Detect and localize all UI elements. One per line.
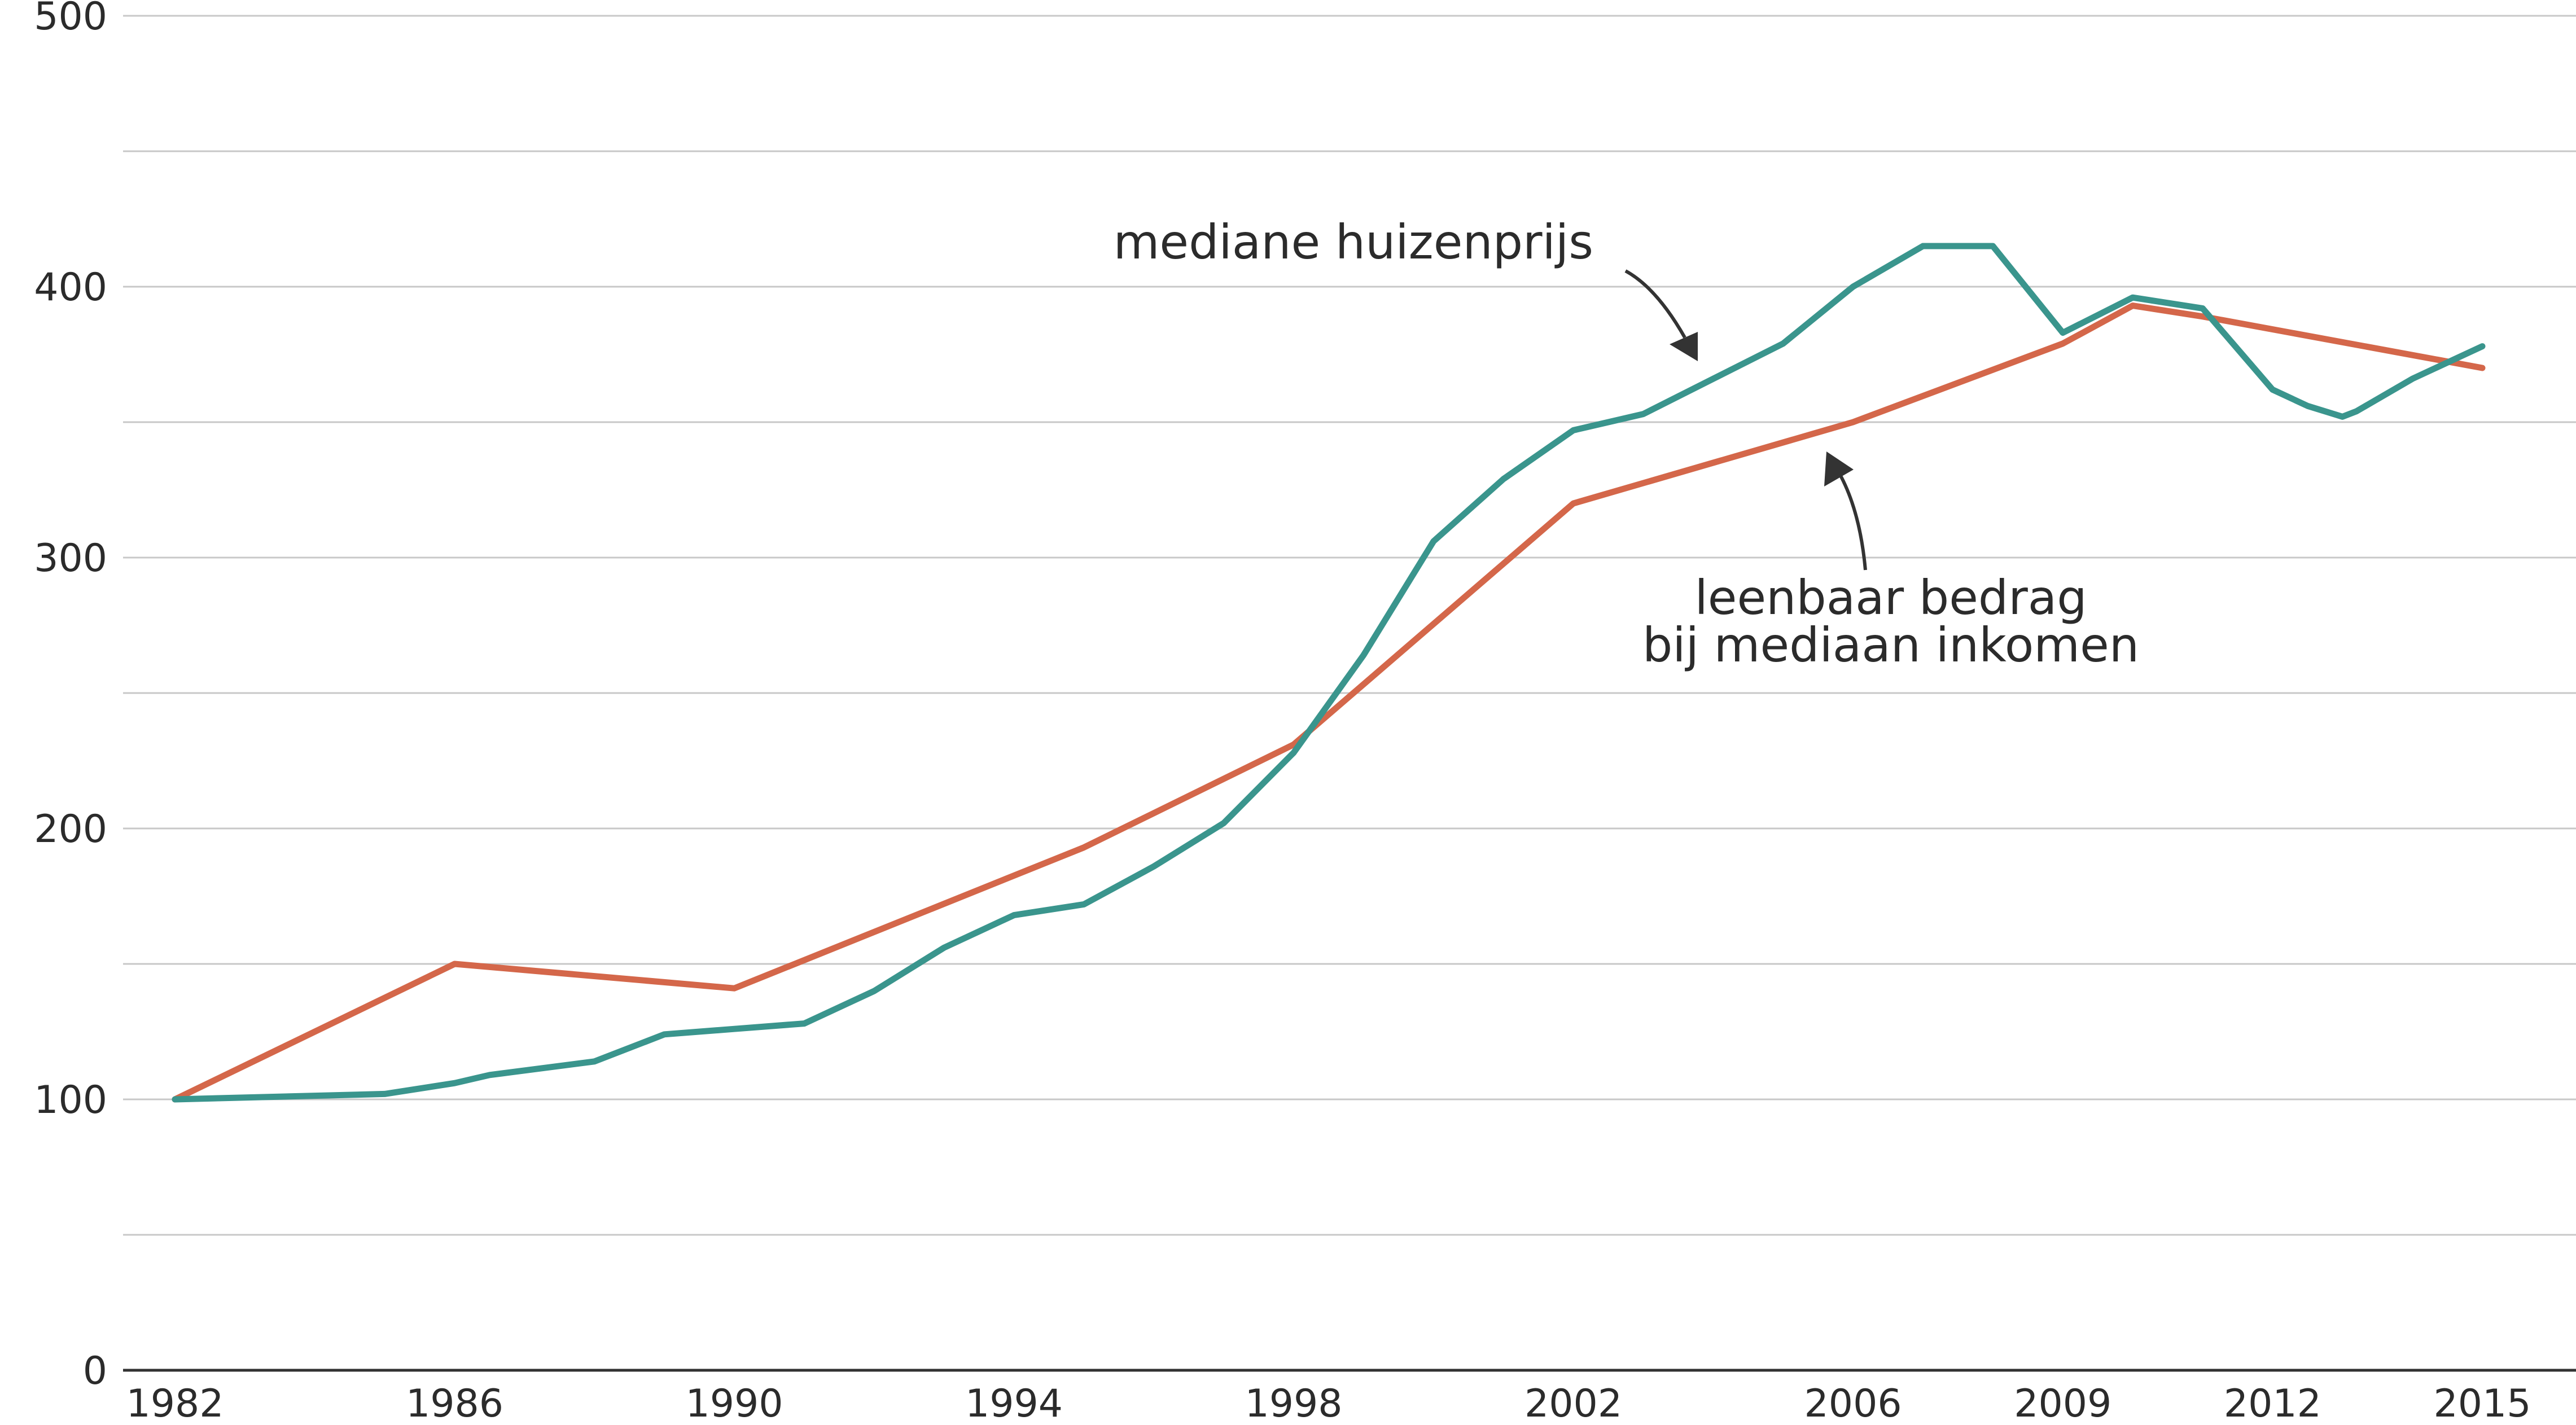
- arrow-mediane-huizenprijs: [1624, 269, 1686, 339]
- annotation-leenbaar-bedrag-line2: bij mediaan inkomen: [1642, 617, 2139, 673]
- x-tick-label-2009: 2009: [2014, 1382, 2111, 1425]
- x-tick-label-1990: 1990: [685, 1382, 783, 1425]
- x-tick-label-1994: 1994: [965, 1382, 1063, 1425]
- arrow-leenbaar-bedrag: [1835, 468, 1867, 571]
- annotation-leenbaar-bedrag-line1: leenbaar bedrag: [1694, 570, 2087, 625]
- y-axis-tick-labels: 0 100 200 300 400 500: [34, 0, 107, 1393]
- x-tick-label-2006: 2006: [1804, 1382, 1902, 1425]
- x-tick-label-1986: 1986: [406, 1382, 503, 1425]
- arrowhead-mediane-huizenprijs-icon: [1670, 332, 1698, 361]
- y-tick-label-0: 0: [83, 1349, 107, 1393]
- x-axis-tick-labels: 1982 1986 1990 1994 1998 2002 2006 2009 2012 2015: [126, 1382, 2531, 1425]
- arrowhead-leenbaar-bedrag-icon: [1824, 451, 1854, 486]
- y-tick-label-300: 300: [34, 536, 107, 581]
- y-tick-label-400: 400: [34, 265, 107, 310]
- series-line-mediane-huizenprijs: [172, 243, 2486, 1103]
- annotation-mediane-huizenprijs: mediane huizenprijs: [1114, 214, 1593, 270]
- y-tick-label-100: 100: [34, 1078, 107, 1123]
- y-tick-label-500: 500: [34, 0, 107, 39]
- series-lines: [172, 243, 2486, 1103]
- x-tick-label-2012: 2012: [2224, 1382, 2321, 1425]
- x-tick-label-2015: 2015: [2433, 1382, 2531, 1425]
- series-line-leenbaar-bedrag-bij-mediaan-inkomen: [172, 302, 2486, 1103]
- y-tick-label-200: 200: [34, 807, 107, 852]
- x-tick-label-1982: 1982: [126, 1382, 224, 1425]
- x-tick-label-1998: 1998: [1245, 1382, 1343, 1425]
- x-tick-label-2002: 2002: [1524, 1382, 1622, 1425]
